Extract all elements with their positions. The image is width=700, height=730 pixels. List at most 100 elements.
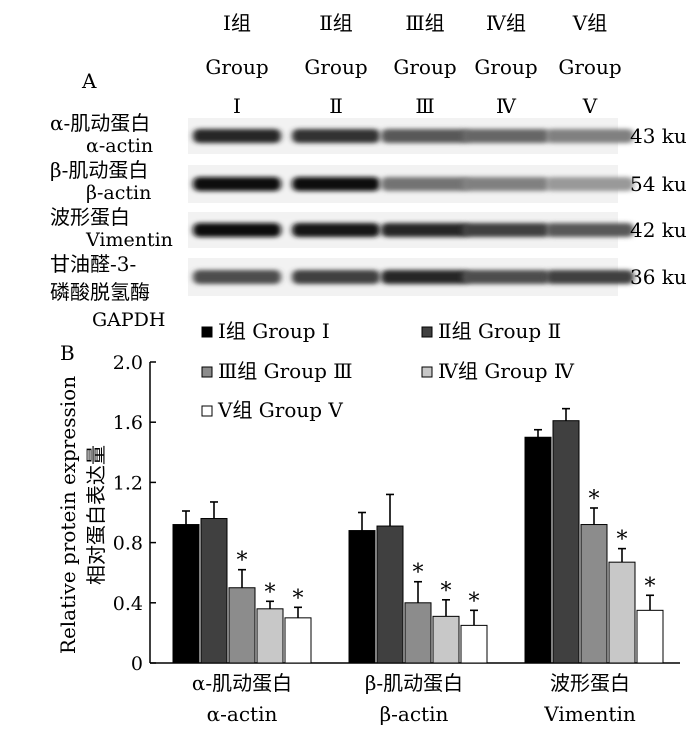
protein-labels: α-肌动蛋白α-actinβ-肌动蛋白β-actin波形蛋白Vimentin甘油… bbox=[50, 111, 173, 331]
protein-label-en: α-actin bbox=[86, 135, 153, 157]
blot-images bbox=[188, 118, 634, 296]
blot-band bbox=[292, 270, 380, 284]
x-category-label-en: β-actin bbox=[380, 702, 449, 726]
significance-star: * bbox=[293, 586, 304, 611]
bar bbox=[552, 420, 580, 664]
bar bbox=[228, 587, 256, 664]
protein-label-cn-2: 磷酸脱氢酶 bbox=[50, 280, 150, 304]
group-header-en: Group bbox=[393, 55, 456, 79]
significance-star: * bbox=[413, 561, 424, 586]
blot-band bbox=[462, 223, 550, 237]
group-header-cn: Ⅰ组 bbox=[223, 11, 251, 35]
protein-label-cn: 甘油醛-3- bbox=[50, 252, 136, 276]
molecular-weight: 42 ku bbox=[630, 218, 687, 242]
bar bbox=[172, 524, 200, 664]
blot-band bbox=[193, 129, 281, 143]
blot-band bbox=[381, 223, 469, 237]
significance-star: * bbox=[617, 528, 628, 553]
bar bbox=[284, 617, 312, 664]
molecular-weight: 54 ku bbox=[630, 172, 687, 196]
legend-swatch bbox=[421, 326, 433, 338]
blot-band bbox=[193, 223, 281, 237]
blot-band bbox=[381, 270, 469, 284]
bar bbox=[580, 524, 608, 664]
protein-label-en: GAPDH bbox=[92, 309, 166, 331]
blot-band bbox=[193, 177, 281, 191]
significance-star: * bbox=[441, 579, 452, 604]
protein-label-cn: α-肌动蛋白 bbox=[50, 111, 150, 135]
group-headers: Ⅰ组 Group Ⅰ Ⅱ组 Group Ⅱ Ⅲ组 Group Ⅲ Ⅳ组 Group Ⅳ Ⅴ组 Group Ⅴ bbox=[205, 11, 621, 118]
molecular-weights: 43 ku 54 ku 42 ku 36 ku bbox=[630, 124, 687, 289]
panel-b-label: B bbox=[60, 341, 75, 365]
blot-band bbox=[381, 177, 469, 191]
western-blot-panel: A Ⅰ组 Group Ⅰ Ⅱ组 Group Ⅱ Ⅲ组 Group Ⅲ Ⅳ组 Group Ⅳ Ⅴ组 Grou… bbox=[50, 11, 687, 331]
blot-band bbox=[546, 177, 634, 191]
group-header-cn: Ⅴ组 bbox=[572, 11, 607, 35]
legend-label: Ⅱ组 Group Ⅱ bbox=[438, 319, 561, 343]
bar-chart-panel: B Ⅰ组 Group Ⅰ Ⅱ组 Group Ⅱ Ⅲ组 Group Ⅲ Ⅳ组 Group… bbox=[56, 319, 680, 726]
group-header-roman: Ⅲ bbox=[415, 94, 434, 118]
y-axis-title: 相对蛋白表达量 Relative protein expression bbox=[56, 376, 108, 654]
molecular-weight: 36 ku bbox=[630, 265, 687, 289]
y-tick-label: 2.0 bbox=[113, 352, 143, 374]
group-header-roman: Ⅰ bbox=[233, 94, 241, 118]
bar bbox=[432, 615, 460, 664]
legend-swatch bbox=[201, 366, 213, 378]
group-header-roman: Ⅴ bbox=[582, 94, 598, 118]
protein-label-en: β-actin bbox=[86, 182, 151, 204]
y-tick-label: 1.2 bbox=[113, 472, 143, 494]
significance-star: * bbox=[645, 574, 656, 599]
bar bbox=[348, 530, 376, 664]
blot-band bbox=[462, 270, 550, 284]
y-tick-label: 0.8 bbox=[113, 533, 143, 555]
bars: * * * * * * * * * bbox=[172, 407, 664, 664]
blot-band bbox=[462, 129, 550, 143]
x-category-label-cn: 波形蛋白 bbox=[550, 671, 630, 695]
bar bbox=[460, 624, 488, 664]
bar bbox=[404, 602, 432, 664]
group-header-en: Group bbox=[205, 55, 268, 79]
group-header-cn: Ⅱ组 bbox=[319, 11, 353, 35]
blot-band bbox=[462, 177, 550, 191]
group-header-roman: Ⅱ bbox=[329, 94, 343, 118]
blot-band bbox=[292, 129, 380, 143]
x-category-label-en: α-actin bbox=[207, 702, 278, 726]
legend-swatch bbox=[421, 366, 433, 378]
significance-star: * bbox=[265, 580, 276, 605]
blot-band bbox=[292, 223, 380, 237]
group-header-roman: Ⅳ bbox=[496, 94, 517, 118]
group-header-cn: Ⅳ组 bbox=[486, 11, 526, 35]
bar bbox=[524, 436, 552, 664]
x-category-labels: α-肌动蛋白 α-actin β-肌动蛋白 β-actin 波形蛋白 Vimentin bbox=[192, 671, 636, 726]
molecular-weight: 43 ku bbox=[630, 124, 687, 148]
x-category-label-en: Vimentin bbox=[543, 702, 636, 726]
blot-band bbox=[292, 177, 380, 191]
blot-band bbox=[381, 129, 469, 143]
x-category-label-cn: β-肌动蛋白 bbox=[365, 671, 463, 695]
y-tick-label: 0 bbox=[131, 653, 143, 675]
legend-label: Ⅰ组 Group Ⅰ bbox=[218, 319, 330, 343]
significance-star: * bbox=[469, 589, 480, 614]
protein-label-cn: β-肌动蛋白 bbox=[50, 158, 148, 182]
legend-swatch bbox=[201, 405, 213, 417]
y-tick-label: 0.4 bbox=[113, 593, 143, 615]
x-category-label-cn: α-肌动蛋白 bbox=[192, 671, 292, 695]
legend-swatch bbox=[201, 326, 213, 338]
group-header-en: Group bbox=[558, 55, 621, 79]
panel-a-label: A bbox=[81, 69, 97, 93]
bar bbox=[376, 525, 404, 664]
legend-label: Ⅲ组 Group Ⅲ bbox=[218, 359, 353, 383]
blot-band bbox=[546, 129, 634, 143]
blot-band bbox=[193, 270, 281, 284]
y-tick-label: 1.6 bbox=[113, 412, 143, 434]
group-header-en: Group bbox=[474, 55, 537, 79]
bar bbox=[636, 609, 664, 664]
blot-band bbox=[546, 270, 634, 284]
bar bbox=[608, 561, 636, 664]
y-axis-title-cn: 相对蛋白表达量 bbox=[84, 445, 108, 585]
legend-label: Ⅴ组 Group Ⅴ bbox=[217, 398, 343, 422]
significance-star: * bbox=[589, 487, 600, 512]
legend: Ⅰ组 Group Ⅰ Ⅱ组 Group Ⅱ Ⅲ组 Group Ⅲ Ⅳ组 Group Ⅳ… bbox=[201, 319, 575, 422]
protein-label-cn: 波形蛋白 bbox=[50, 205, 130, 229]
